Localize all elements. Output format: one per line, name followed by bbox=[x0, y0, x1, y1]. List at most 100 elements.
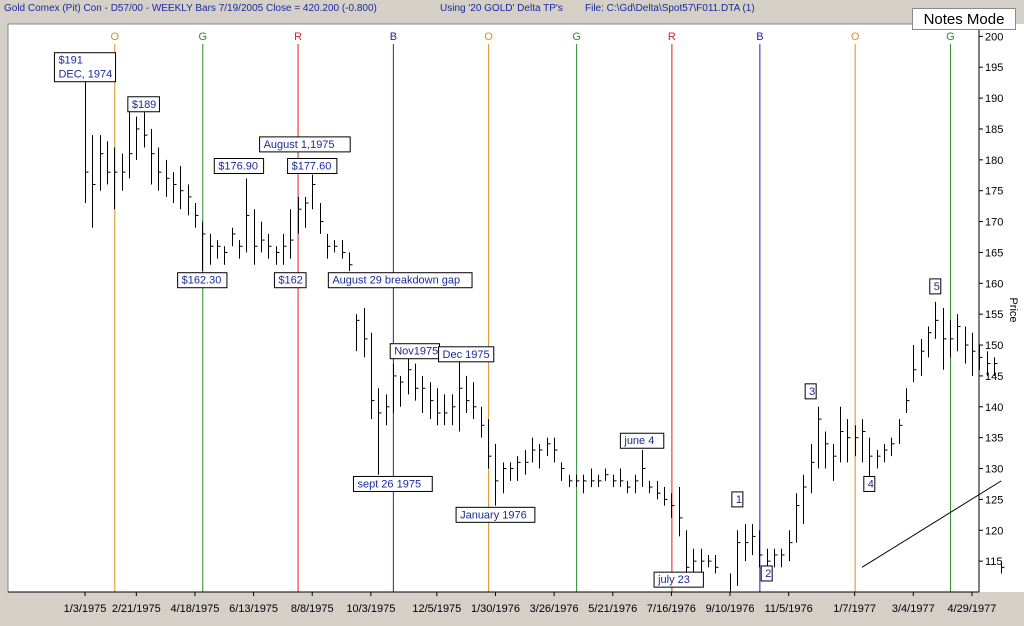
price-bar bbox=[276, 246, 280, 265]
cycle-info: Using '20 GOLD' Delta TP's bbox=[440, 3, 563, 14]
price-bar bbox=[811, 443, 815, 494]
price-bar bbox=[701, 548, 705, 574]
x-tick-label: 5/21/1976 bbox=[588, 603, 637, 615]
y-tick-label: 175 bbox=[985, 186, 1003, 198]
price-bar bbox=[503, 462, 507, 494]
cycle-label-G: G bbox=[946, 31, 955, 43]
price-bar bbox=[840, 406, 844, 463]
annotation-text: DEC, 1974 bbox=[58, 69, 112, 81]
x-tick-label: 9/10/1976 bbox=[706, 603, 755, 615]
annotation-frame bbox=[177, 272, 228, 289]
price-bar bbox=[847, 419, 851, 463]
chart-title: Gold Comex (Pit) Con - D57/00 - WEEKLY B… bbox=[4, 3, 377, 14]
price-bar bbox=[283, 233, 287, 265]
price-bar bbox=[188, 184, 192, 216]
annotation-frame bbox=[653, 571, 704, 588]
price-bar bbox=[987, 351, 991, 376]
price-bar bbox=[913, 345, 917, 383]
price-bar bbox=[254, 209, 258, 265]
price-bar bbox=[605, 468, 609, 481]
x-tick-label: 4/29/1977 bbox=[947, 603, 996, 615]
annotation-text: 2 bbox=[765, 568, 771, 580]
price-bar bbox=[979, 345, 983, 370]
price-bar bbox=[232, 227, 236, 247]
price-bar bbox=[759, 530, 763, 568]
cycle-label-R: R bbox=[294, 31, 302, 43]
x-tick-label: 3/26/1976 bbox=[530, 603, 579, 615]
annotation-frame bbox=[731, 491, 744, 508]
annotation-frame bbox=[438, 346, 495, 363]
price-bar bbox=[517, 456, 521, 481]
price-bar bbox=[466, 375, 470, 413]
y-tick-label: 145 bbox=[985, 371, 1003, 383]
annotation-box: Dec 1975 bbox=[438, 346, 495, 363]
annotation-box: 1 bbox=[731, 491, 744, 508]
price-bar bbox=[657, 480, 661, 500]
price-bar bbox=[202, 221, 206, 271]
price-bar bbox=[371, 332, 375, 420]
annotation-text: $176.90 bbox=[218, 161, 258, 173]
file-path: File: C:\Gd\Delta\Spot57\F011.DTA (1) bbox=[585, 3, 755, 14]
x-tick-label: 1/7/1977 bbox=[833, 603, 876, 615]
x-tick-label: 10/3/1975 bbox=[346, 603, 395, 615]
annotation-box: $162 bbox=[273, 272, 307, 289]
annotation-text: Nov1975 bbox=[394, 346, 438, 358]
price-bar bbox=[136, 116, 140, 160]
trendline bbox=[861, 480, 1002, 568]
price-bar bbox=[649, 480, 653, 494]
price-bar bbox=[129, 110, 133, 179]
annotation-box: july 23 bbox=[653, 571, 704, 588]
cycle-label-B: B bbox=[390, 31, 397, 43]
annotation-text: 4 bbox=[868, 478, 874, 490]
x-tick-label: 8/8/1975 bbox=[291, 603, 334, 615]
y-tick-label: 130 bbox=[985, 464, 1003, 476]
annotation-box: 5 bbox=[929, 278, 942, 295]
price-bar bbox=[217, 240, 221, 259]
price-bar bbox=[532, 437, 536, 463]
cycle-label-O: O bbox=[851, 31, 860, 43]
price-bar bbox=[928, 326, 932, 358]
annotation-frame bbox=[287, 158, 338, 174]
annotation-text: August 29 breakdown gap bbox=[332, 275, 460, 287]
price-bar bbox=[554, 437, 558, 463]
price-bar bbox=[642, 450, 646, 488]
price-bar bbox=[664, 487, 668, 506]
price-bar bbox=[488, 419, 492, 469]
price-bar bbox=[92, 135, 96, 228]
annotation-frame bbox=[273, 272, 307, 289]
price-bar bbox=[921, 338, 925, 376]
annotation-frame bbox=[863, 475, 876, 492]
price-bar bbox=[862, 419, 866, 463]
price-bar bbox=[679, 487, 683, 537]
price-bar bbox=[833, 443, 837, 481]
axis-area bbox=[979, 24, 1024, 592]
price-bar bbox=[298, 196, 302, 234]
cycle-label-O: O bbox=[484, 31, 493, 43]
price-bar bbox=[408, 357, 412, 395]
price-bar bbox=[107, 141, 111, 185]
price-bar bbox=[708, 554, 712, 568]
price-bar bbox=[943, 308, 947, 370]
price-bar bbox=[789, 530, 793, 562]
price-bar bbox=[547, 437, 551, 457]
annotation-box: $176.90 bbox=[213, 158, 265, 174]
price-bar bbox=[715, 554, 719, 574]
notes-mode-button[interactable]: Notes Mode bbox=[912, 8, 1016, 30]
annotation-frame bbox=[259, 136, 351, 153]
price-bar bbox=[855, 425, 859, 457]
price-bar bbox=[210, 233, 214, 265]
annotation-box: $189 bbox=[127, 96, 160, 113]
annotation-box: August 1,1975 bbox=[259, 136, 351, 153]
annotation-box: Nov1975 bbox=[389, 343, 441, 360]
annotation-text: 1 bbox=[736, 494, 742, 506]
price-bar bbox=[935, 301, 939, 339]
price-bar bbox=[737, 530, 741, 586]
price-bar bbox=[774, 548, 778, 568]
annotation-text: july 23 bbox=[657, 574, 690, 586]
price-bar bbox=[268, 233, 272, 259]
price-bar bbox=[320, 203, 324, 234]
price-bar bbox=[591, 468, 595, 488]
x-tick-label: 6/13/1975 bbox=[229, 603, 278, 615]
price-bar bbox=[239, 240, 243, 259]
